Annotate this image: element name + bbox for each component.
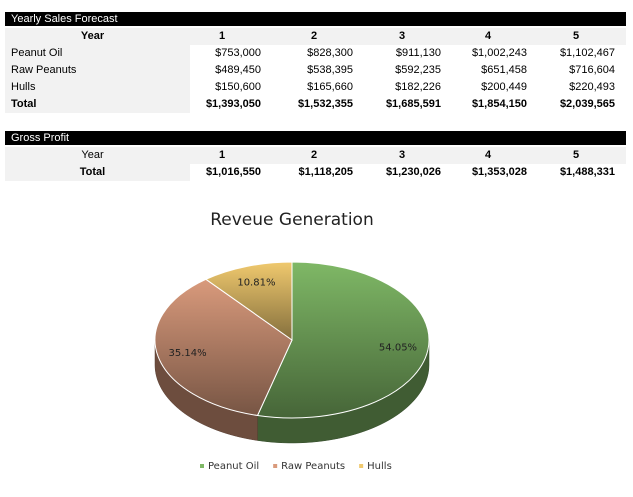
- value-cell: $1,002,243: [471, 47, 527, 59]
- value-cell: $1,488,331: [559, 166, 615, 178]
- value-cell: $1,854,150: [471, 98, 527, 110]
- value-cell: $150,600: [215, 81, 261, 93]
- value-cell: $592,235: [395, 64, 441, 76]
- legend-label: Hulls: [367, 461, 392, 472]
- header-cell: 1: [218, 149, 226, 161]
- value-cell: $651,458: [481, 64, 527, 76]
- pie-slice: [154, 278, 293, 417]
- header-cell: Year: [80, 30, 105, 42]
- value-cell: $753,000: [215, 47, 261, 59]
- value-cell: $220,493: [569, 81, 615, 93]
- value-cell: $165,660: [307, 81, 353, 93]
- value-cell: $1,016,550: [205, 166, 261, 178]
- pie-slice: [204, 261, 293, 341]
- value-cell: $489,450: [215, 64, 261, 76]
- value-cell: $182,226: [395, 81, 441, 93]
- header-cell: 3: [398, 149, 406, 161]
- table-title: Yearly Sales Forecast: [5, 12, 626, 26]
- legend-swatch: [273, 464, 278, 468]
- value-cell: $1,685,591: [385, 98, 441, 110]
- value-cell: $716,604: [569, 64, 615, 76]
- header-cell: 5: [572, 149, 580, 161]
- value-cell: $1,353,028: [471, 166, 527, 178]
- header-cell: 2: [310, 30, 318, 42]
- legend-label: Peanut Oil: [208, 461, 259, 472]
- legend-swatch: [200, 464, 204, 468]
- data-label: 35.14%: [168, 348, 206, 359]
- header-cell: 3: [398, 30, 406, 42]
- row-label: Peanut Oil: [11, 47, 63, 59]
- row-label: Total: [11, 98, 37, 110]
- label-bg: [5, 164, 190, 181]
- data-label: 10.81%: [237, 278, 275, 289]
- header-cell: 4: [484, 149, 492, 161]
- label-bg: [5, 96, 190, 113]
- legend-label: Raw Peanuts: [281, 461, 345, 472]
- header-bg: [5, 28, 626, 45]
- label-bg: [5, 79, 190, 96]
- chart-title: Reveue Generation: [210, 210, 374, 230]
- row-label: Total: [79, 166, 106, 178]
- header-cell: 5: [572, 30, 580, 42]
- value-cell: $200,449: [481, 81, 527, 93]
- value-cell: $1,393,050: [205, 98, 261, 110]
- value-cell: $2,039,565: [559, 98, 615, 110]
- value-cell: $911,130: [395, 47, 441, 59]
- header-cell: 2: [310, 149, 318, 161]
- data-label: 54.05%: [379, 343, 417, 354]
- value-cell: $1,118,205: [298, 166, 353, 178]
- legend-swatch: [359, 464, 364, 468]
- row-label: Raw Peanuts: [11, 64, 77, 76]
- row-label: Hulls: [11, 81, 36, 93]
- table-title: Gross Profit: [5, 131, 626, 145]
- value-cell: $1,532,355: [297, 98, 353, 110]
- pie-slice: [256, 261, 430, 419]
- label-bg: [5, 45, 190, 62]
- value-cell: $1,102,467: [559, 47, 615, 59]
- header-bg: [5, 147, 626, 164]
- value-cell: $1,230,026: [385, 166, 441, 178]
- value-cell: $828,300: [307, 47, 353, 59]
- header-cell: 4: [484, 30, 492, 42]
- header-cell: 1: [218, 30, 226, 42]
- value-cell: $538,395: [307, 64, 353, 76]
- label-bg: [5, 62, 190, 79]
- header-cell: Year: [81, 149, 104, 161]
